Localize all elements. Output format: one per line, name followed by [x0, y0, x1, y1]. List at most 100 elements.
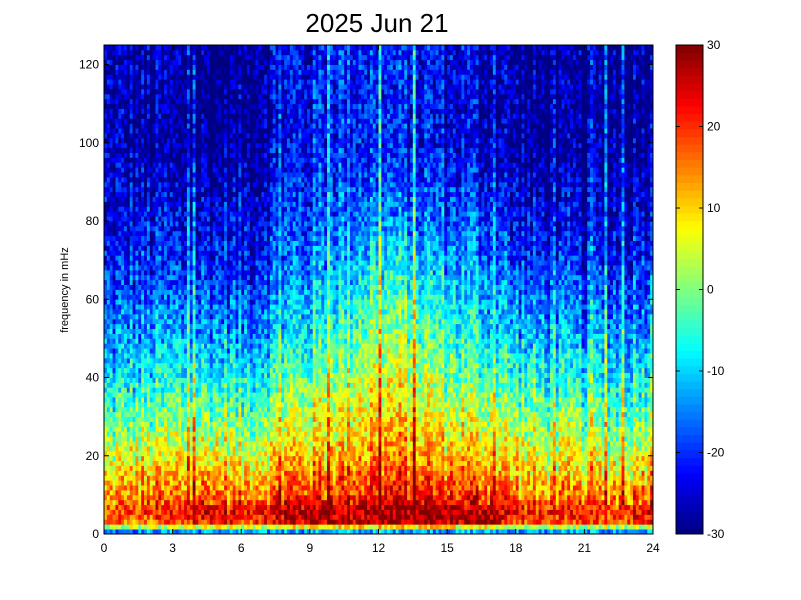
heatmap-cell	[612, 519, 617, 525]
heatmap-cell	[367, 431, 371, 437]
heatmap-cell	[321, 529, 325, 535]
heatmap-cell	[478, 480, 482, 486]
heatmap-cell	[504, 475, 508, 481]
heatmap-cell	[612, 524, 617, 530]
heatmap-cell	[512, 524, 517, 530]
heatmap-cell	[490, 421, 494, 427]
heatmap-cell	[512, 406, 517, 413]
heatmap-cell	[392, 509, 397, 515]
heatmap-cell	[189, 436, 194, 442]
heatmap-cell	[412, 465, 417, 471]
heatmap-cell	[375, 436, 379, 442]
heatmap-cell	[269, 475, 274, 481]
heatmap-cell	[149, 494, 154, 501]
heatmap-cell	[395, 519, 399, 525]
heatmap-cell	[467, 411, 471, 418]
heatmap-cell	[607, 460, 611, 466]
heatmap-cell	[375, 450, 379, 457]
heatmap-cell	[524, 529, 528, 535]
heatmap-cell	[372, 504, 377, 510]
heatmap-cell	[364, 450, 368, 457]
heatmap-cell	[255, 509, 259, 515]
heatmap-cell	[635, 411, 640, 418]
heatmap-cell	[109, 416, 113, 422]
heatmap-cell	[472, 475, 477, 481]
heatmap-cell	[435, 519, 439, 525]
heatmap-cell	[301, 406, 305, 413]
heatmap-cell	[169, 421, 174, 427]
heatmap-cell	[575, 509, 580, 515]
heatmap-cell	[561, 450, 565, 457]
heatmap-cell	[404, 441, 408, 447]
heatmap-cell	[327, 441, 331, 447]
heatmap-cell	[632, 475, 637, 481]
heatmap-cell	[358, 450, 362, 457]
heatmap-cell	[186, 445, 191, 452]
heatmap-cell	[292, 411, 296, 418]
heatmap-cell	[510, 504, 514, 510]
heatmap-cell	[369, 441, 374, 447]
heatmap-cell	[324, 416, 328, 422]
heatmap-cell	[472, 460, 477, 466]
heatmap-cell	[269, 499, 274, 506]
heatmap-cell	[481, 460, 485, 466]
heatmap-cell	[329, 426, 334, 432]
heatmap-cell	[438, 499, 442, 506]
heatmap-cell	[367, 411, 371, 418]
heatmap-cell	[464, 445, 468, 452]
heatmap-cell	[632, 499, 637, 506]
heatmap-cell	[278, 524, 282, 530]
heatmap-cell	[555, 480, 560, 486]
heatmap-cell	[578, 529, 582, 535]
heatmap-cell	[587, 431, 591, 437]
heatmap-cell	[275, 529, 279, 535]
heatmap-cell	[367, 470, 371, 476]
heatmap-cell	[235, 441, 239, 447]
heatmap-cell	[118, 470, 122, 476]
heatmap-cell	[144, 455, 148, 462]
heatmap-cell	[481, 406, 485, 413]
heatmap-cell	[178, 480, 182, 486]
heatmap-cell	[444, 494, 448, 501]
heatmap-cell	[235, 421, 239, 427]
heatmap-cell	[501, 450, 505, 457]
heatmap-cell	[395, 470, 399, 476]
heatmap-cell	[307, 524, 311, 530]
heatmap-cell	[444, 529, 448, 535]
heatmap-cell	[435, 529, 439, 535]
heatmap-cell	[161, 489, 165, 496]
heatmap-cell	[232, 499, 236, 506]
heatmap-cell	[218, 475, 222, 481]
heatmap-cell	[598, 441, 602, 447]
heatmap-cell	[169, 460, 174, 466]
heatmap-cell	[138, 436, 142, 442]
heatmap-cell	[284, 475, 288, 481]
heatmap-cell	[212, 519, 216, 525]
heatmap-cell	[321, 460, 325, 466]
heatmap-cell	[355, 475, 359, 481]
heatmap-cell	[538, 450, 542, 457]
heatmap-cell	[441, 529, 445, 535]
heatmap-cell	[630, 494, 634, 501]
heatmap-cell	[375, 455, 379, 462]
heatmap-cell	[135, 445, 139, 452]
heatmap-cell	[441, 499, 445, 506]
heatmap-cell	[166, 411, 171, 418]
heatmap-cell	[146, 441, 151, 447]
heatmap-cell	[458, 465, 462, 471]
heatmap-cell	[384, 436, 388, 442]
heatmap-cell	[527, 499, 531, 506]
heatmap-cell	[138, 475, 142, 481]
heatmap-cell	[304, 460, 308, 466]
heatmap-cell	[495, 504, 499, 510]
heatmap-cell	[352, 445, 357, 452]
heatmap-cell	[152, 480, 156, 486]
heatmap-cell	[432, 406, 437, 413]
heatmap-cell	[484, 450, 488, 457]
heatmap-cell	[407, 426, 411, 432]
heatmap-cell	[112, 465, 116, 471]
heatmap-cell	[392, 519, 397, 525]
heatmap-cell	[401, 455, 405, 462]
heatmap-cell	[541, 475, 545, 481]
heatmap-cell	[541, 416, 545, 422]
